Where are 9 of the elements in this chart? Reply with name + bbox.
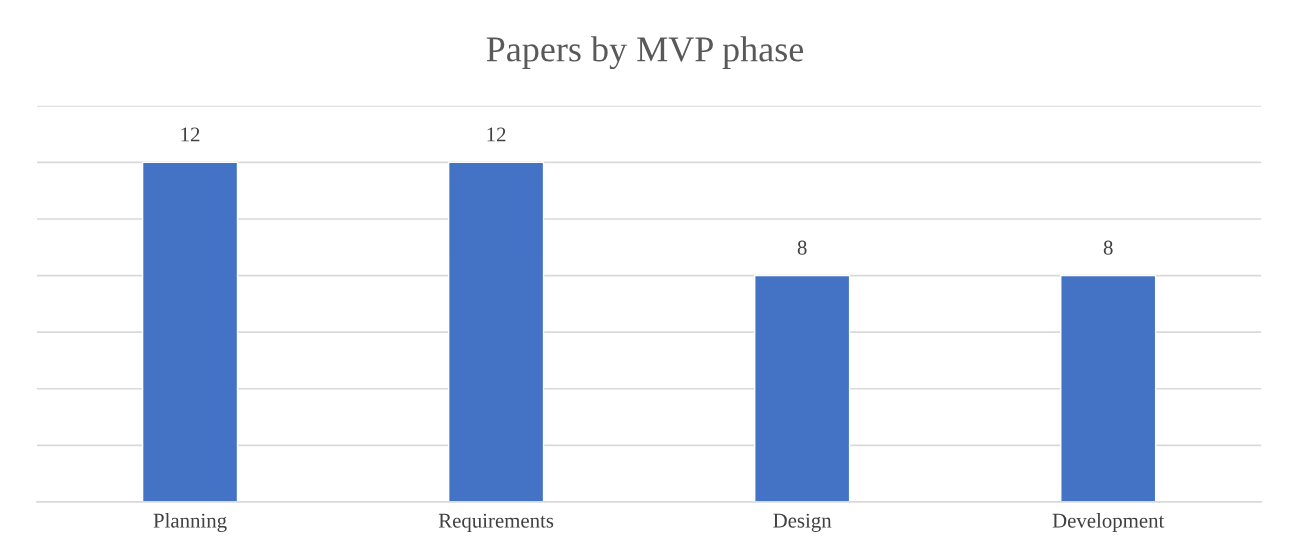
x-tick-label: Development (1052, 513, 1165, 532)
x-tick-label: Design (773, 513, 832, 532)
data-label: 12 (487, 127, 506, 142)
data-label: 12 (181, 127, 200, 142)
data-label: 8 (1103, 240, 1113, 255)
x-tick-label: Requirements (438, 513, 554, 532)
chart-title: Papers by MVP phase (486, 36, 804, 70)
data-label: 8 (797, 240, 807, 255)
x-tick-label: Planning (153, 513, 227, 532)
